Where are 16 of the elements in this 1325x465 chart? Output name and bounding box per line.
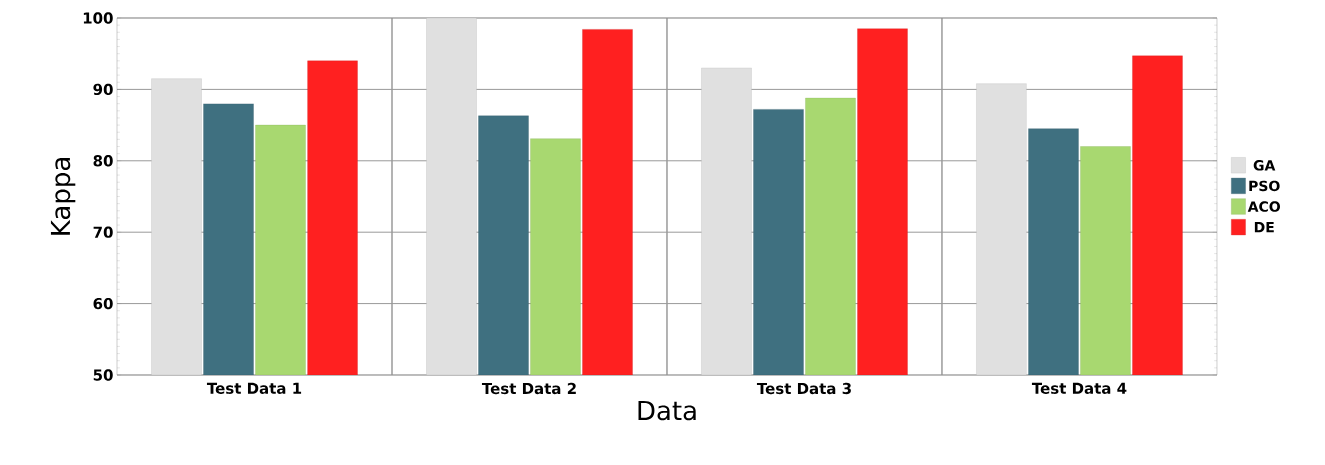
legend-label: GA xyxy=(1253,160,1276,171)
legend-label: PSO xyxy=(1249,180,1280,192)
y-tick-label: 80 xyxy=(93,155,113,167)
x-tick-label: Test Data 4 xyxy=(1031,382,1127,394)
y-axis-title: Kappa xyxy=(50,158,76,235)
legend-label: ACO xyxy=(1247,201,1280,212)
x-tick-label: Test Data 3 xyxy=(756,382,851,395)
y-tick-label: 60 xyxy=(93,297,113,310)
y-tick-label: 90 xyxy=(93,83,113,96)
y-tick-label: 70 xyxy=(93,226,113,238)
y-tick-label: 100 xyxy=(83,12,113,24)
x-tick-label: Test Data 2 xyxy=(481,382,576,395)
x-axis-title: Data xyxy=(638,400,696,421)
legend-label: DE xyxy=(1254,222,1274,233)
y-tick-label: 50 xyxy=(93,369,113,381)
x-tick-label: Test Data 1 xyxy=(206,382,302,394)
